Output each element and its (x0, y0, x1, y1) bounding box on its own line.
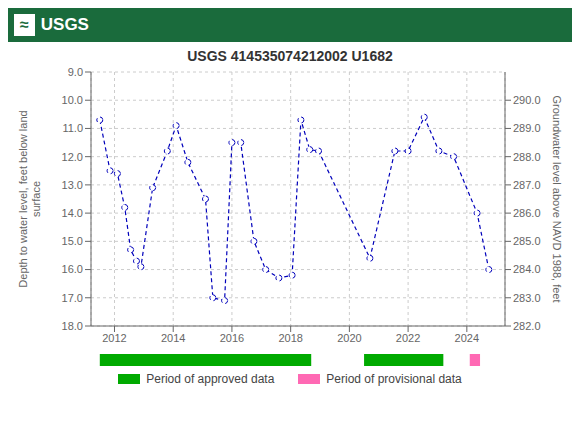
svg-text:Groundwater level above NAVD 1: Groundwater level above NAVD 1988, feet (551, 95, 563, 302)
svg-text:2018: 2018 (278, 332, 302, 344)
svg-text:289.0: 289.0 (513, 122, 541, 134)
svg-text:290.0: 290.0 (513, 94, 541, 106)
svg-text:18.0: 18.0 (62, 320, 83, 332)
svg-text:286.0: 286.0 (513, 207, 541, 219)
svg-text:12.0: 12.0 (62, 151, 83, 163)
svg-text:11.0: 11.0 (62, 122, 83, 134)
svg-text:285.0: 285.0 (513, 235, 541, 247)
svg-text:2024: 2024 (455, 332, 479, 344)
svg-text:2014: 2014 (161, 332, 185, 344)
html-text:USGS 414535074212002 U1682: USGS 414535074212002 U1682 (187, 48, 393, 64)
svg-text:2016: 2016 (220, 332, 244, 344)
svg-text:2020: 2020 (337, 332, 361, 344)
html-text:Period of provisional data: Period of provisional data (326, 372, 462, 386)
svg-text:288.0: 288.0 (513, 151, 541, 163)
svg-text:15.0: 15.0 (62, 235, 83, 247)
svg-text:14.0: 14.0 (62, 207, 83, 219)
svg-text:13.0: 13.0 (62, 179, 83, 191)
html-text:USGS: USGS (40, 15, 89, 34)
svg-text:9.0: 9.0 (68, 66, 83, 78)
svg-text:16.0: 16.0 (62, 263, 83, 275)
svg-text:Depth to water level, feet bel: Depth to water level, feet below landsur… (17, 110, 42, 287)
svg-text:287.0: 287.0 (513, 179, 541, 191)
svg-text:282.0: 282.0 (513, 320, 541, 332)
svg-text:283.0: 283.0 (513, 292, 541, 304)
svg-text:10.0: 10.0 (62, 94, 83, 106)
svg-text:17.0: 17.0 (62, 292, 83, 304)
svg-text:2022: 2022 (396, 332, 420, 344)
html-text:Period of approved data: Period of approved data (146, 372, 275, 386)
svg-text:284.0: 284.0 (513, 263, 541, 275)
svg-text:2012: 2012 (102, 332, 126, 344)
